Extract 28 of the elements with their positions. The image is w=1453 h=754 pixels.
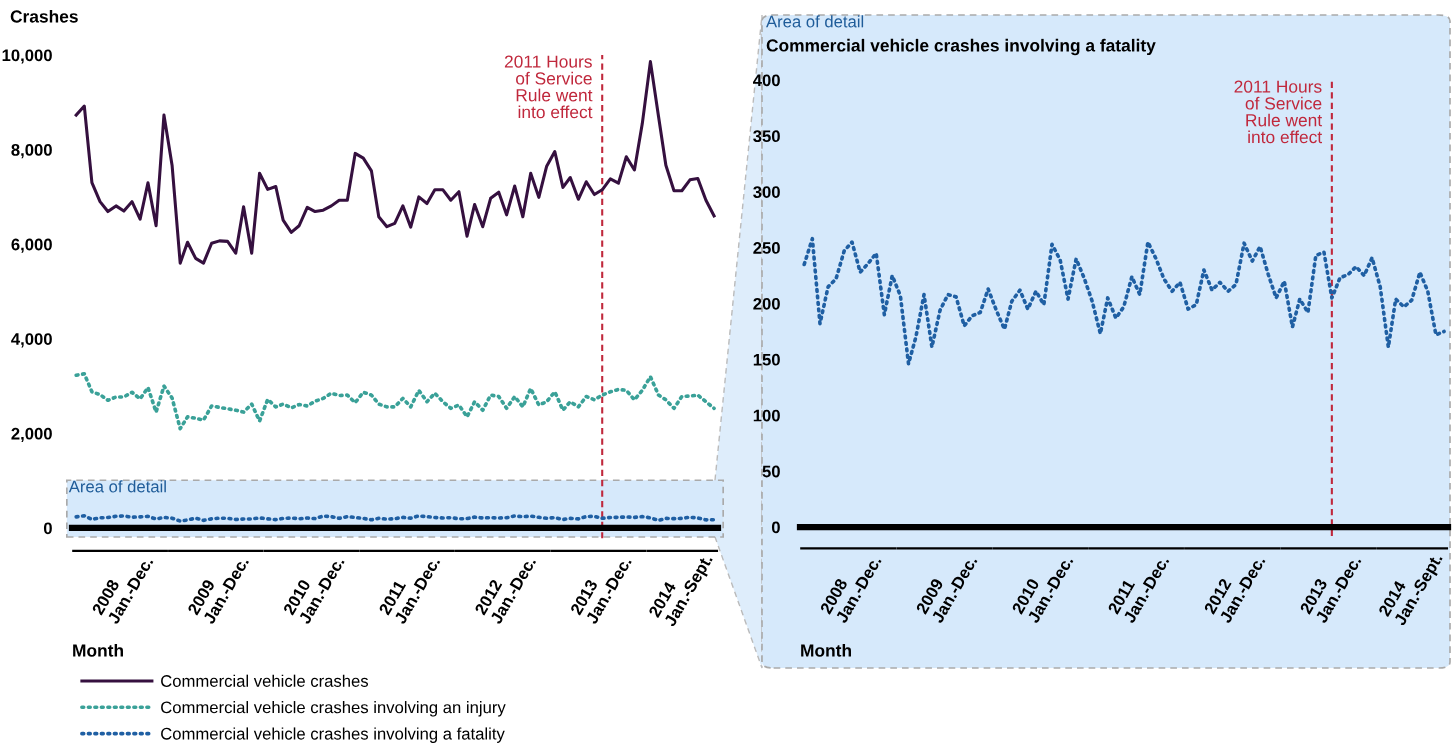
ref-line-label: 2011 Hours of Service Rule went into effect	[1234, 80, 1323, 144]
legend-label: Commercial vehicle crashes	[161, 674, 369, 687]
x-axis-title: Month	[73, 643, 123, 657]
chart-title: Commercial vehicle crashes involving a fatality	[766, 38, 1156, 56]
legend-label: Commercial vehicle crashes involving an injury	[161, 701, 506, 717]
line-series	[74, 371, 716, 431]
line-series	[802, 236, 1446, 366]
band-label: Area of detail	[68, 480, 166, 493]
y-tick-label: 0	[771, 521, 780, 534]
y-tick-label: 200	[753, 297, 780, 310]
x-axis-title: Month	[801, 643, 851, 657]
y-tick-label: 4,000	[11, 333, 52, 348]
y-tick-label: 300	[753, 186, 780, 198]
y-tick-label: 100	[753, 409, 780, 422]
y-tick-label: 400	[753, 74, 780, 87]
y-tick-label: 8,000	[11, 144, 52, 159]
y-tick-label: 0	[43, 522, 52, 535]
y-tick-label: 6,000	[11, 238, 52, 253]
y-tick-label: 150	[753, 353, 780, 366]
legend-label: Commercial vehicle crashes involving a fatality	[161, 727, 505, 743]
y-tick-label: 250	[753, 242, 780, 254]
y-tick-label: 2,000	[11, 427, 52, 443]
y-tick-label: 350	[753, 130, 780, 143]
y-tick-label: 10,000	[2, 49, 52, 64]
y-axis-title: Crashes	[10, 9, 78, 23]
y-tick-label: 50	[762, 465, 780, 478]
ref-line-label: 2011 Hours of Service Rule went into effect	[504, 55, 593, 119]
text: Area of detail	[766, 15, 864, 28]
